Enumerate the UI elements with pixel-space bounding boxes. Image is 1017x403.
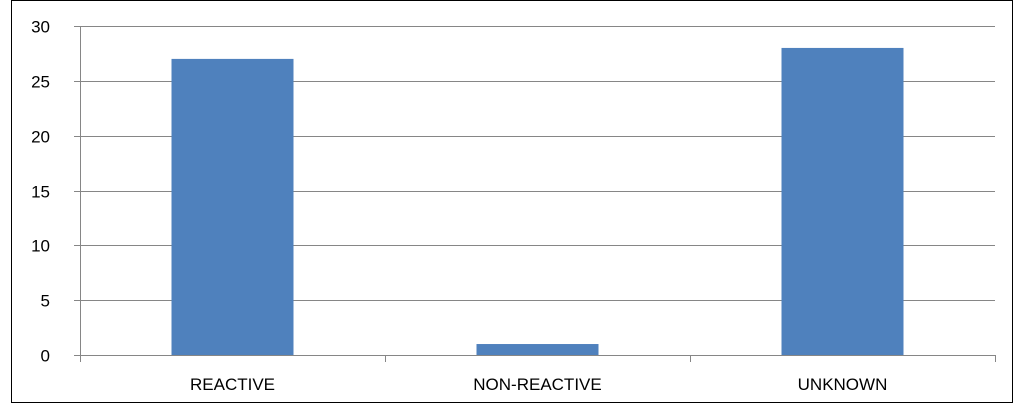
y-tick-label: 10 bbox=[31, 237, 50, 256]
bar-unknown bbox=[781, 47, 904, 355]
bars bbox=[171, 47, 904, 356]
tick-labels: 0 5 10 15 20 25 30 REACTIVE NON-REACTIVE UNKNOWN bbox=[31, 18, 887, 395]
y-tick-label: 30 bbox=[31, 18, 50, 37]
y-tick-label: 25 bbox=[31, 73, 50, 92]
x-tick-label: REACTIVE bbox=[190, 375, 275, 394]
y-tick-label: 15 bbox=[31, 183, 50, 202]
axes bbox=[74, 26, 996, 362]
x-tick-label: NON-REACTIVE bbox=[473, 375, 601, 394]
y-tick-label: 5 bbox=[41, 292, 50, 311]
y-tick-label: 0 bbox=[41, 347, 50, 366]
bar-non-reactive bbox=[476, 344, 599, 355]
bar-reactive bbox=[171, 58, 294, 356]
y-tick-label: 20 bbox=[31, 128, 50, 147]
x-tick-label: UNKNOWN bbox=[798, 375, 888, 394]
